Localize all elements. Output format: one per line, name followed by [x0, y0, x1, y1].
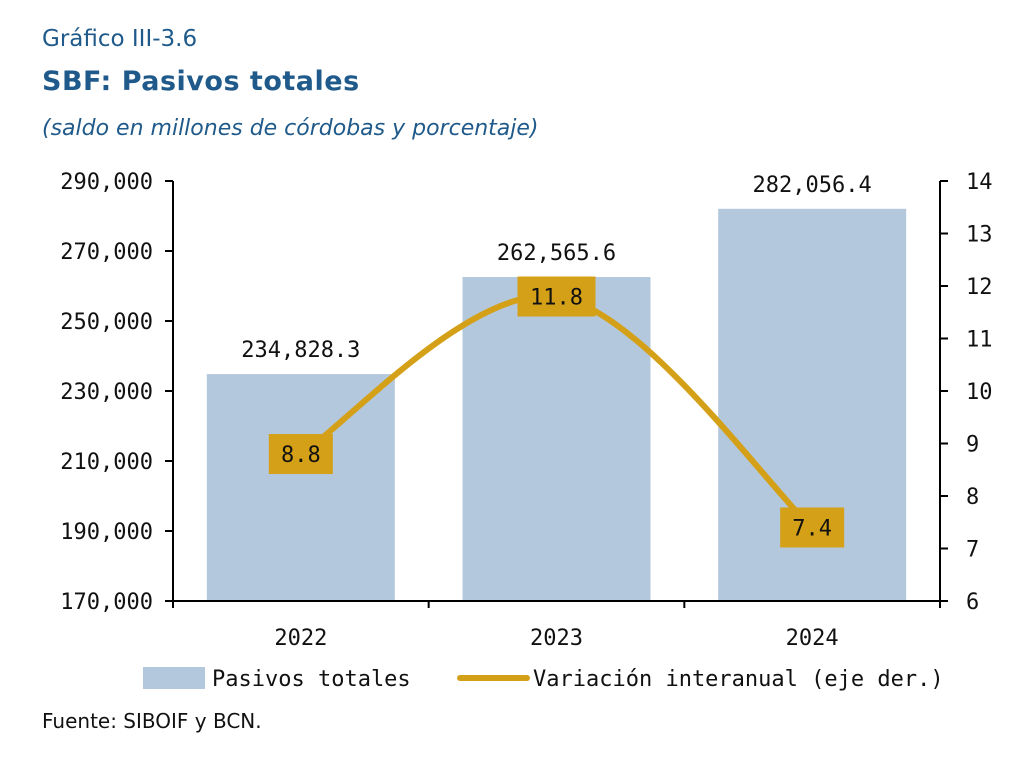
bar-2023	[462, 277, 651, 601]
line-label-box-2024	[780, 507, 845, 548]
right-tick-label: 8	[966, 485, 979, 510]
legend-marker-line	[490, 675, 497, 681]
bar-2022	[206, 374, 395, 601]
bar-data-label-2022: 234,828.3	[241, 338, 360, 363]
right-tick-label: 10	[966, 380, 993, 405]
x-tick-label-2024: 2024	[786, 626, 839, 651]
chart-subtitle: (saldo en millones de córdobas y porcent…	[42, 116, 539, 141]
source-note: Fuente: SIBOIF y BCN.	[42, 709, 262, 733]
right-tick-label: 7	[966, 538, 979, 563]
right-tick-label: 9	[966, 433, 979, 458]
bar-data-label-2024: 282,056.4	[753, 173, 872, 198]
right-tick-label: 11	[966, 328, 993, 353]
right-tick-label: 14	[966, 170, 993, 195]
left-tick-label: 170,000	[60, 590, 153, 615]
legend-swatch-bar	[143, 667, 205, 689]
line-label-box-2022	[268, 434, 333, 474]
left-tick-label: 190,000	[60, 520, 153, 545]
right-tick-label: 12	[966, 275, 993, 300]
chart-title: SBF: Pasivos totales	[42, 66, 360, 97]
legend-label-bar: Pasivos totales	[212, 667, 411, 692]
right-tick-label: 13	[966, 223, 993, 248]
line-data-label-2022: 8.8	[281, 443, 321, 468]
line-data-label-2023: 11.8	[530, 286, 583, 311]
left-tick-label: 250,000	[60, 310, 153, 335]
x-tick-label-2022: 2022	[274, 626, 327, 651]
left-tick-label: 210,000	[60, 450, 153, 475]
right-tick-label: 6	[966, 590, 979, 615]
line-data-label-2024: 7.4	[792, 517, 832, 542]
bar-data-label-2023: 262,565.6	[497, 241, 616, 266]
line-label-box-2023	[517, 276, 596, 317]
left-tick-label: 230,000	[60, 380, 153, 405]
legend-label-line: Variación interanual (eje der.)	[533, 667, 944, 692]
left-tick-label: 270,000	[60, 240, 153, 265]
left-tick-label: 290,000	[60, 170, 153, 195]
x-tick-label-2023: 2023	[530, 626, 583, 651]
chart-area: 234,828.3 262,565.6 282,056.4 170,000 190,00…	[60, 170, 993, 692]
chart-label: Gráfico III-3.6	[42, 26, 198, 52]
